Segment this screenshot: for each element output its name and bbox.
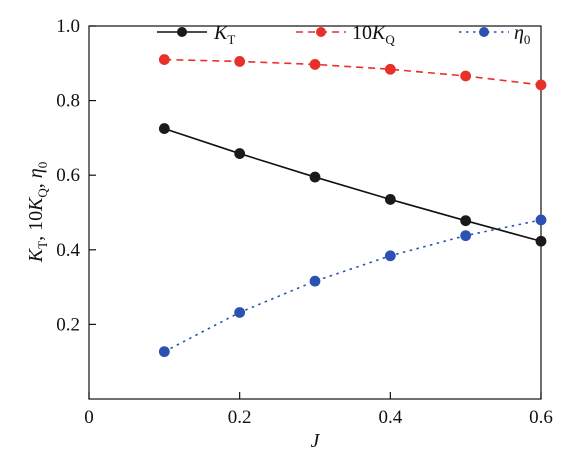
y-tick-label: 0.4 xyxy=(56,240,80,261)
data-point xyxy=(460,70,472,82)
series-line xyxy=(164,58,542,86)
data-point xyxy=(158,123,170,134)
data-point xyxy=(460,230,472,242)
legend-label-kt: KT xyxy=(213,22,235,47)
plot-area xyxy=(88,25,542,400)
data-point xyxy=(309,59,321,70)
legend-item-10kq: 10KQ xyxy=(296,22,395,47)
x-tick-label: 0.2 xyxy=(228,407,252,428)
series-layer xyxy=(158,54,547,358)
legend-marker-10kq xyxy=(316,27,326,37)
legend-label-10kq: 10KQ xyxy=(352,22,395,47)
data-point xyxy=(384,63,396,75)
x-tick-label: 0 xyxy=(84,407,94,428)
legend-item-eta0: η0 xyxy=(459,22,530,47)
legend: KT 10KQ η0 xyxy=(157,22,530,47)
x-tick-label: 0.4 xyxy=(378,407,402,428)
data-point xyxy=(234,148,246,159)
data-point xyxy=(535,235,547,247)
data-point xyxy=(158,54,170,65)
y-axis-ticks: 0.2 0.4 0.6 0.8 1.0 xyxy=(56,16,96,335)
data-point xyxy=(535,79,547,91)
y-tick-label: 0.2 xyxy=(56,314,80,335)
y-tick-label: 0.8 xyxy=(56,91,80,112)
legend-item-kt: KT xyxy=(157,22,235,47)
series-line xyxy=(164,127,542,242)
y-tick-label: 1.0 xyxy=(56,16,80,37)
data-point xyxy=(384,250,396,262)
data-point xyxy=(234,307,246,318)
y-axis-title: KT, 10KQ, η0 xyxy=(25,162,50,263)
x-axis-ticks: 0 0.2 0.4 0.6 xyxy=(84,392,553,428)
data-point xyxy=(309,171,321,183)
series-line xyxy=(163,219,542,353)
data-point xyxy=(460,215,472,227)
x-axis-title: J xyxy=(311,430,321,452)
legend-label-eta0: η0 xyxy=(514,22,530,47)
y-tick-label: 0.6 xyxy=(56,165,80,186)
data-point xyxy=(158,346,170,358)
data-point xyxy=(535,214,547,226)
data-point xyxy=(384,194,396,205)
data-point xyxy=(309,275,321,287)
x-tick-label: 0.6 xyxy=(529,407,553,428)
data-point xyxy=(234,56,246,67)
legend-marker-kt xyxy=(177,27,187,37)
legend-marker-eta0 xyxy=(479,27,489,37)
